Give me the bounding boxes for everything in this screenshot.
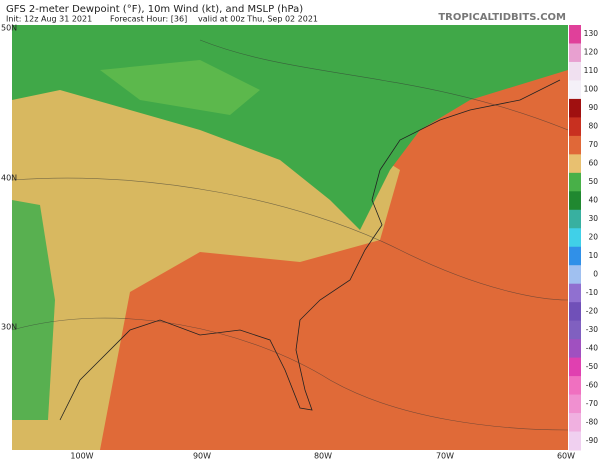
lon-label: 90W [193, 452, 211, 461]
colorbar-swatch [569, 357, 581, 377]
colorbar-swatch [569, 117, 581, 137]
colorbar-swatch [569, 98, 581, 118]
colorbar-swatch [569, 43, 581, 63]
colorbar-swatch [569, 320, 581, 340]
colorbar-label: -90 [586, 436, 598, 445]
lat-label: 30N [1, 323, 17, 332]
map-title: GFS 2-meter Dewpoint (°F), 10m Wind (kt)… [6, 4, 303, 15]
colorbar-swatch [569, 191, 581, 211]
lon-label: 60W [557, 452, 575, 461]
colorbar-swatch [569, 265, 581, 285]
valid-time: valid at 00z Thu, Sep 02 2021 [198, 15, 318, 24]
coastline [59, 79, 561, 421]
colorbar-label: -20 [586, 306, 598, 315]
colorbar-label: 30 [588, 214, 598, 223]
colorbar-swatch [569, 394, 581, 414]
colorbar-label: 50 [588, 177, 598, 186]
colorbar-swatch [569, 413, 581, 433]
colorbar-label: 130 [584, 29, 599, 38]
west-green [12, 200, 55, 420]
isobar [11, 39, 569, 431]
colorbar-swatch [569, 80, 581, 100]
colorbar-swatch [569, 228, 581, 248]
axis-labels: 50N 40N 30N 100W 90W 80W 70W 60W [1, 24, 575, 461]
colorbar-swatch [569, 25, 581, 44]
colorbar-label: 90 [588, 103, 598, 112]
colorbar-label: -60 [586, 380, 598, 389]
lat-label: 50N [1, 24, 17, 33]
lat-label: 40N [1, 174, 17, 183]
colorbar-label: 20 [588, 233, 598, 242]
colorbar-label: 120 [584, 48, 599, 57]
colorbar-swatch [569, 154, 581, 174]
colorbar-label: 110 [584, 66, 599, 75]
lon-label: 70W [436, 452, 454, 461]
colorbar-swatch [569, 61, 581, 81]
forecast-hour: Forecast Hour: [36] [110, 15, 187, 24]
colorbar-swatch [569, 135, 581, 155]
colorbar-label: -70 [586, 399, 598, 408]
colorbar-swatch [569, 172, 581, 192]
colorbar: 1301201101009080706050403020100-10-20-30… [569, 25, 598, 451]
init-time: Init: 12z Aug 31 2021 [6, 15, 92, 24]
lakes-green [100, 60, 260, 115]
colorbar-label: 40 [588, 196, 598, 205]
lon-label: 80W [314, 452, 332, 461]
colorbar-label: -80 [586, 417, 598, 426]
colorbar-label: 60 [588, 159, 598, 168]
colorbar-swatch [569, 302, 581, 322]
colorbar-label: 10 [588, 251, 598, 260]
map-area [11, 25, 569, 450]
colorbar-swatch [569, 246, 581, 266]
colorbar-label: 100 [584, 85, 599, 94]
colorbar-swatch [569, 376, 581, 396]
site-name: TROPICALTIDBITS.COM [438, 12, 566, 23]
colorbar-label: 70 [588, 140, 598, 149]
colorbar-label: -10 [586, 288, 598, 297]
colorbar-swatch [569, 431, 581, 451]
colorbar-label: 80 [588, 122, 598, 131]
colorbar-swatch [569, 339, 581, 359]
lon-label: 100W [70, 452, 93, 461]
colorbar-label: 0 [593, 269, 598, 278]
colorbar-label: -50 [586, 362, 598, 371]
colorbar-label: -40 [586, 343, 598, 352]
colorbar-swatch [569, 209, 581, 229]
colorbar-swatch [569, 283, 581, 303]
colorbar-label: -30 [586, 325, 598, 334]
